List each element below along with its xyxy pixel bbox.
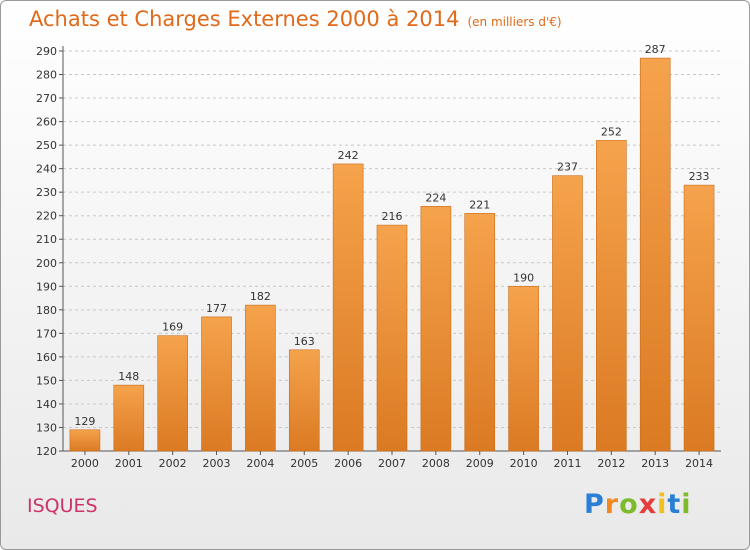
logo-letter: o — [619, 489, 639, 520]
value-labels: 129 148 169 177 182 163 242 216 224 221 190 237 252 2… — [74, 43, 709, 428]
y-tick-label: 230 — [36, 186, 57, 199]
bar-2009 — [464, 213, 496, 452]
value-label-2006: 242 — [338, 149, 359, 162]
bar-2004 — [245, 304, 276, 452]
bar-2011 — [552, 175, 583, 452]
y-tick-label: 210 — [36, 233, 57, 246]
y-axis-ticks: 120 130 140 150 160 170 180 190 200 210 220 230 240 2… — [36, 45, 63, 458]
value-label-2002: 169 — [162, 321, 183, 334]
value-label-2005: 163 — [294, 335, 315, 348]
y-tick-label: 200 — [36, 257, 57, 270]
bar-2010 — [508, 285, 539, 452]
chart-title: Achats et Charges Externes 2000 à 2014 — [29, 7, 460, 31]
y-tick-label: 190 — [36, 280, 57, 293]
value-label-2012: 252 — [601, 125, 622, 138]
x-axis-ticks: 2000 2001 2002 2003 2004 2005 2006 2007 2008 2009… — [71, 451, 713, 470]
logo-letter: P — [584, 489, 605, 520]
value-label-2001: 148 — [118, 370, 139, 383]
x-tick-label-2001: 2001 — [115, 457, 143, 470]
bar-2012 — [596, 140, 627, 452]
y-tick-label: 140 — [36, 398, 57, 411]
y-tick-label: 150 — [36, 374, 57, 387]
value-label-2003: 177 — [206, 302, 227, 315]
x-tick-label-2010: 2010 — [510, 457, 538, 470]
bar-2014 — [683, 184, 715, 452]
value-label-2011: 237 — [557, 161, 578, 174]
bar-2013 — [639, 57, 671, 452]
x-tick-label-2009: 2009 — [466, 457, 494, 470]
x-tick-label-2013: 2013 — [641, 457, 669, 470]
y-tick-label: 290 — [36, 45, 57, 58]
value-label-2014: 233 — [689, 170, 710, 183]
value-label-2010: 190 — [513, 271, 534, 284]
y-tick-label: 260 — [36, 116, 57, 129]
y-tick-label: 220 — [36, 210, 57, 223]
y-tick-label: 160 — [36, 351, 57, 364]
x-tick-label-2000: 2000 — [71, 457, 99, 470]
bar-2001 — [113, 384, 145, 452]
logo-letter: r — [604, 489, 620, 520]
y-tick-label: 240 — [36, 163, 57, 176]
bar-2000 — [69, 429, 101, 452]
logo-letter: t — [667, 489, 682, 520]
x-tick-label-2002: 2002 — [159, 457, 187, 470]
logo-letter: i — [657, 489, 668, 520]
x-tick-label-2014: 2014 — [685, 457, 713, 470]
y-tick-label: 170 — [36, 327, 57, 340]
bar-2006 — [332, 163, 364, 452]
y-tick-label: 130 — [36, 421, 57, 434]
y-tick-label: 280 — [36, 69, 57, 82]
x-tick-label-2005: 2005 — [290, 457, 318, 470]
x-tick-label-2007: 2007 — [378, 457, 406, 470]
bar-2003 — [201, 316, 232, 452]
bar-2005 — [288, 349, 320, 452]
logo-letter: i — [681, 489, 692, 520]
logo-letter: x — [638, 489, 658, 520]
y-tick-label: 120 — [36, 445, 57, 458]
bars — [69, 57, 715, 452]
x-tick-label-2003: 2003 — [203, 457, 231, 470]
value-label-2008: 224 — [425, 191, 446, 204]
value-label-2004: 182 — [250, 290, 271, 303]
bar-2002 — [157, 335, 188, 452]
value-label-2013: 287 — [645, 43, 666, 56]
x-tick-label-2008: 2008 — [422, 457, 450, 470]
x-tick-label-2011: 2011 — [553, 457, 581, 470]
value-label-2007: 216 — [382, 210, 403, 223]
bar-2007 — [376, 224, 408, 452]
chart-title-block: Achats et Charges Externes 2000 à 2014 (e… — [29, 7, 562, 31]
bar-2008 — [420, 205, 452, 452]
y-tick-label: 250 — [36, 139, 57, 152]
y-tick-label: 180 — [36, 304, 57, 317]
chart-subtitle: (en milliers d'€) — [467, 15, 562, 29]
y-tick-label: 270 — [36, 92, 57, 105]
proxiti-logo: Proxiti — [584, 489, 692, 520]
value-label-2000: 129 — [74, 415, 95, 428]
value-label-2009: 221 — [469, 198, 490, 211]
x-tick-label-2006: 2006 — [334, 457, 362, 470]
commune-name: ISQUES — [27, 495, 98, 517]
x-tick-label-2012: 2012 — [597, 457, 625, 470]
x-tick-label-2004: 2004 — [246, 457, 274, 470]
